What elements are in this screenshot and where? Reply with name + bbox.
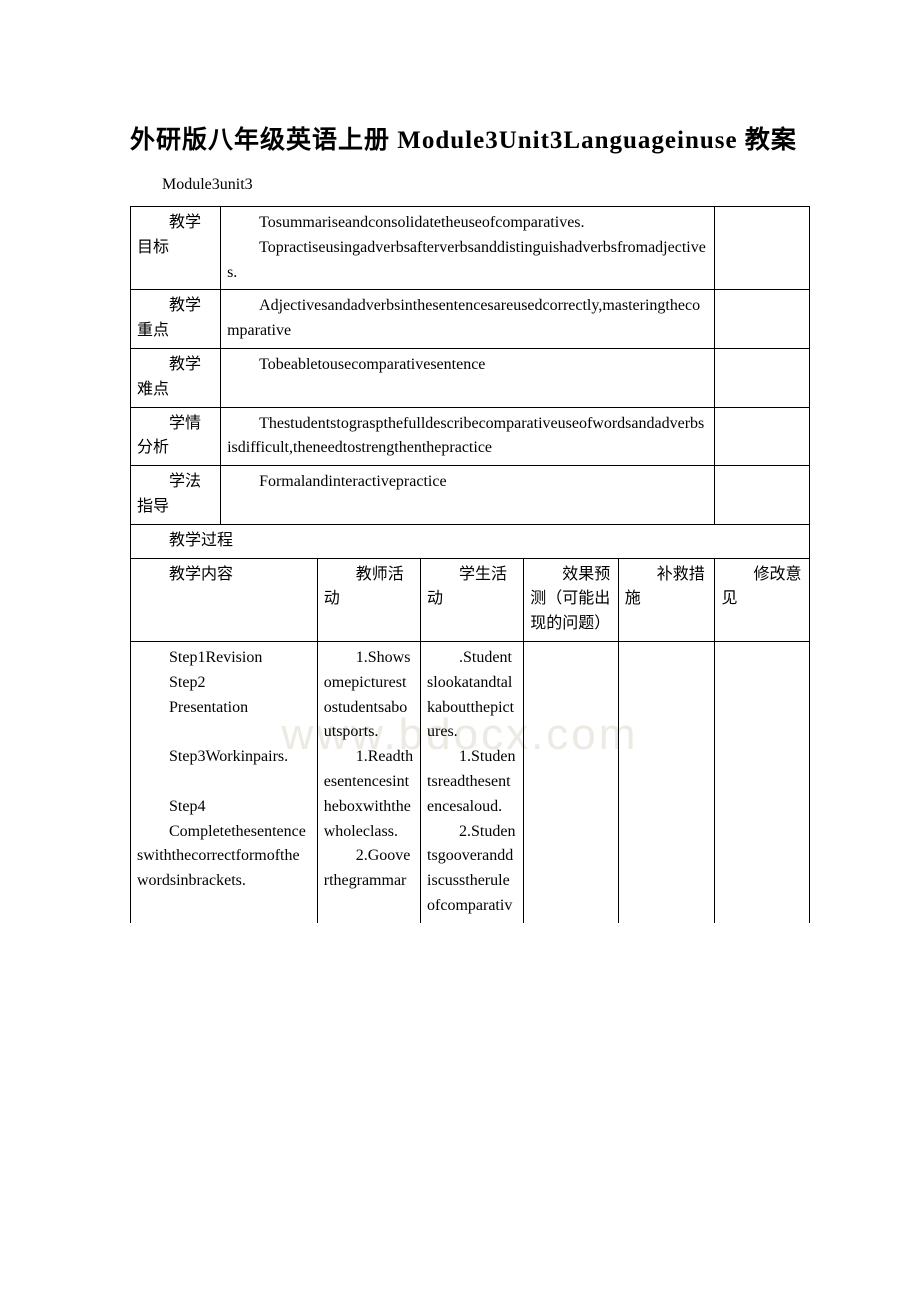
process-header: 教学过程 <box>131 524 810 558</box>
blank-1 <box>715 207 810 290</box>
body-effect <box>524 641 618 922</box>
content-objective: Tosummariseandconsolidatetheuseofcompara… <box>221 207 715 290</box>
row-analysis: 学情分析 Thestudentstograspthefulldescribeco… <box>131 407 810 466</box>
label-analysis: 学情分析 <box>131 407 221 466</box>
label-objective: 教学目标 <box>131 207 221 290</box>
blank-4 <box>715 407 810 466</box>
content-analysis: Thestudentstograspthefulldescribecompara… <box>221 407 715 466</box>
blank-5 <box>715 466 810 525</box>
col-header-revise: 修改意见 <box>715 558 810 641</box>
page-title: 外研版八年级英语上册 Module3Unit3Languageinuse 教案 <box>130 120 810 156</box>
row-process-header: 教学过程 <box>131 524 810 558</box>
content-difficulty: Tobeabletousecomparativesentence <box>221 348 715 407</box>
body-teacher: 1.Showsomepicturestostudentsaboutsports.… <box>317 641 420 922</box>
col-header-remedy: 补救措施 <box>618 558 715 641</box>
body-remedy <box>618 641 715 922</box>
col-header-teacher: 教师活动 <box>317 558 420 641</box>
row-method: 学法指导 Formalandinteractivepractice <box>131 466 810 525</box>
col-header-student: 学生活动 <box>421 558 524 641</box>
row-difficulty: 教学难点 Tobeabletousecomparativesentence <box>131 348 810 407</box>
col-header-content: 教学内容 <box>131 558 318 641</box>
body-content: Step1Revision Step2 Presentation Step3Wo… <box>131 641 318 922</box>
row-objective: 教学目标 Tosummariseandconsolidatetheuseofco… <box>131 207 810 290</box>
body-student: .Studentslookatandtalkaboutthepictures. … <box>421 641 524 922</box>
content-method: Formalandinteractivepractice <box>221 466 715 525</box>
body-revise <box>715 641 810 922</box>
label-difficulty: 教学难点 <box>131 348 221 407</box>
label-method: 学法指导 <box>131 466 221 525</box>
label-focus: 教学重点 <box>131 290 221 349</box>
col-header-effect: 效果预测（可能出现的问题） <box>524 558 618 641</box>
row-body: Step1Revision Step2 Presentation Step3Wo… <box>131 641 810 922</box>
subtitle: Module3unit3 <box>130 176 810 194</box>
lesson-plan-table: 教学目标 Tosummariseandconsolidatetheuseofco… <box>130 206 810 923</box>
blank-2 <box>715 290 810 349</box>
blank-3 <box>715 348 810 407</box>
row-focus: 教学重点 Adjectivesandadverbsinthesentencesa… <box>131 290 810 349</box>
row-column-headers: 教学内容 教师活动 学生活动 效果预测（可能出现的问题） 补救措施 修改意见 <box>131 558 810 641</box>
content-focus: Adjectivesandadverbsinthesentencesareuse… <box>221 290 715 349</box>
